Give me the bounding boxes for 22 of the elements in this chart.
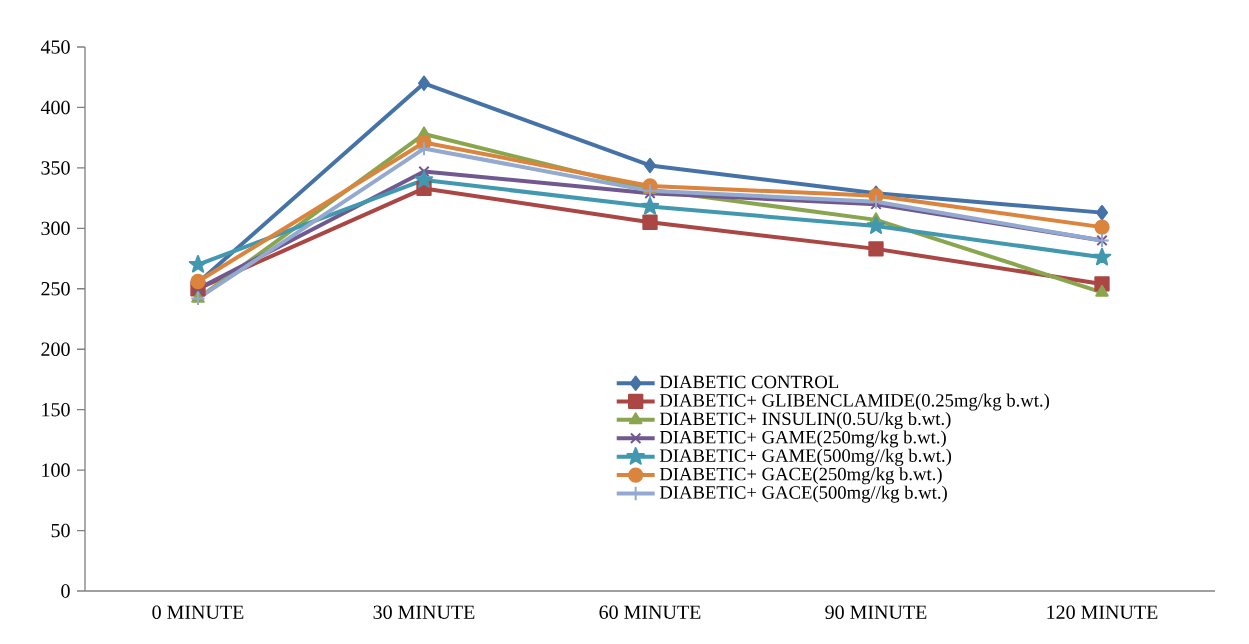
y-tick-label: 350	[41, 161, 70, 175]
y-tick-label: 100	[42, 463, 70, 477]
x-tick-label: 60 MINUTE	[599, 605, 701, 619]
y-tick-label: 0	[61, 584, 70, 598]
legend-label: DIABETIC+ GLIBENCLAMIDE(0.25mg/kg b.wt.)	[659, 393, 1050, 411]
y-tick-label: 50	[51, 523, 70, 538]
legend-label: DIABETIC+ GACE(500mg//kg b.wt.)	[659, 485, 947, 503]
legend-label: DIABETIC+ GAME(250mg/kg b.wt.)	[659, 430, 946, 448]
legend-label: DIABETIC+ GACE(250mg/kg b.wt.)	[659, 467, 942, 485]
legend-label: DIABETIC CONTROL	[659, 375, 839, 389]
legend-label: DIABETIC+ INSULIN(0.5U/kg b.wt.)	[659, 411, 951, 429]
y-tick-label: 200	[41, 342, 70, 356]
y-tick-label: 400	[40, 100, 70, 115]
x-tick-label: 120 MINUTE	[1047, 605, 1158, 619]
y-tick-label: 150	[42, 402, 70, 417]
x-tick-label: 0 MINUTE	[152, 605, 244, 619]
y-tick-label: 250	[41, 282, 70, 296]
y-tick-label: 450	[40, 40, 70, 54]
y-tick-label: 300	[41, 221, 70, 236]
x-tick-label: 30 MINUTE	[373, 605, 475, 619]
legend-label: DIABETIC+ GAME(500mg//kg b.wt.)	[659, 448, 952, 466]
x-tick-label: 90 MINUTE	[825, 605, 927, 619]
